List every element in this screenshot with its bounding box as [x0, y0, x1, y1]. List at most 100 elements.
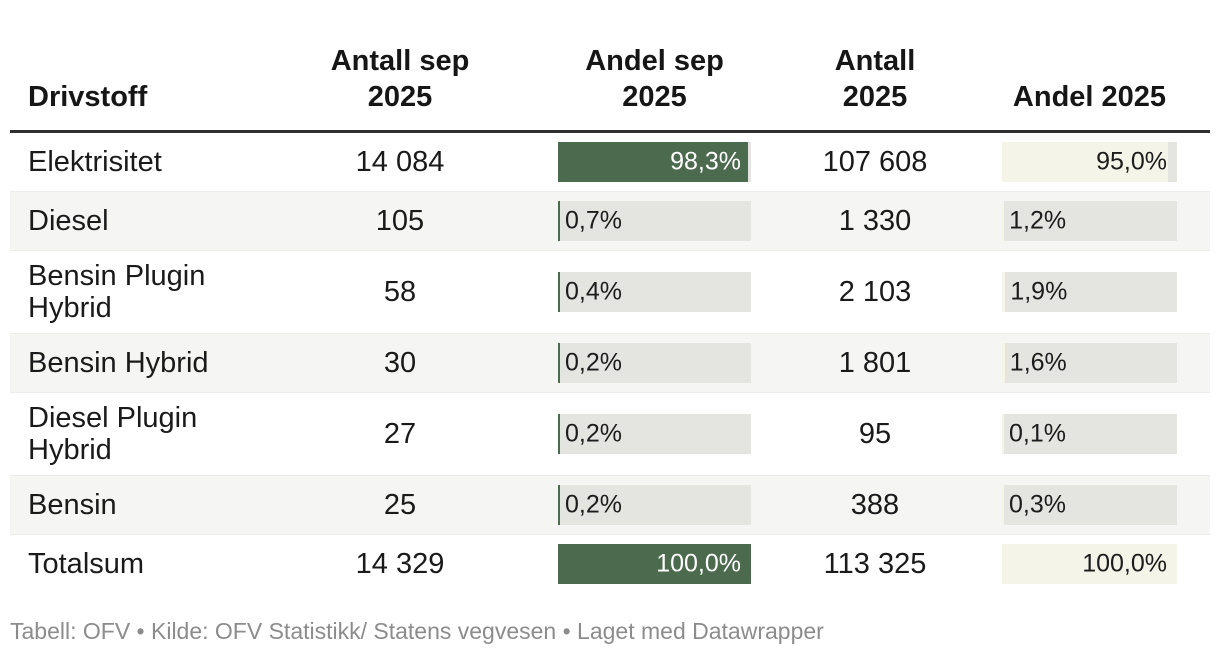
- count-2025-value: 2 103: [838, 275, 912, 308]
- bar-fill: [1002, 544, 1177, 584]
- bar-fill: [1002, 142, 1169, 182]
- share-bar-cell: 0,4%: [470, 272, 770, 312]
- bar-fill: [1002, 414, 1004, 454]
- share-bar-cell: 100,0%: [980, 544, 1210, 584]
- share-bar-cell: 1,2%: [980, 201, 1210, 241]
- bar-value-label: 0,1%: [1009, 419, 1066, 448]
- col-header-antall-sep-2025: Antall sep 2025: [330, 43, 470, 115]
- bar-track: 0,4%: [558, 272, 751, 312]
- count-2025-value: 107 608: [822, 145, 928, 178]
- bar-fill: [1002, 343, 1005, 383]
- bar-fill: [558, 201, 560, 241]
- bar-track: 100,0%: [558, 544, 751, 584]
- bar-value-label: 1,9%: [1010, 277, 1068, 306]
- table-row: Diesel 105 0,7% 1 330 1,2%: [10, 191, 1210, 250]
- table-row: Bensin Plugin Hybrid 58 0,4% 2 103 1,9%: [10, 250, 1210, 333]
- col-header-text: Andel sep: [585, 45, 724, 77]
- bar-track: 100,0%: [1002, 544, 1177, 584]
- bar-fill: [1002, 201, 1005, 241]
- bar-value-label: 100,0%: [656, 549, 741, 578]
- share-bar-cell: 1,9%: [980, 272, 1210, 312]
- col-header-text: Antall sep: [330, 45, 470, 77]
- share-bar-cell: 0,2%: [470, 343, 770, 383]
- table-row: Elektrisitet 14 084 98,3% 107 608 95,0%: [10, 133, 1210, 191]
- bar-track: 1,9%: [1002, 272, 1177, 312]
- count-2025-value: 1 330: [838, 204, 912, 237]
- bar-track: 1,2%: [1002, 201, 1177, 241]
- bar-fill: [558, 485, 560, 525]
- fuel-type-label: Bensin Hybrid: [28, 347, 209, 379]
- bar-track: 98,3%: [558, 142, 751, 182]
- bar-value-label: 95,0%: [1096, 147, 1167, 176]
- count-sep-2025-value: 25: [383, 488, 417, 521]
- bar-fill: [1002, 272, 1006, 312]
- share-bar-cell: 0,3%: [980, 485, 1210, 525]
- fuel-type-label: Bensin Plugin Hybrid: [28, 260, 206, 324]
- col-header-antall-2025: Antall 2025: [770, 43, 980, 115]
- share-bar-cell: 0,7%: [470, 201, 770, 241]
- col-header-text: 2025: [842, 81, 908, 113]
- col-header-andel-2025: Andel 2025: [980, 79, 1210, 115]
- bar-track: 0,2%: [558, 343, 751, 383]
- share-bar-cell: 100,0%: [470, 544, 770, 584]
- bar-fill: [558, 544, 751, 584]
- table-header-row: Drivstoff Antall sep 2025 Andel sep 2025…: [10, 30, 1210, 133]
- bar-fill: [558, 414, 560, 454]
- bar-fill: [558, 343, 560, 383]
- count-sep-2025-value: 58: [383, 275, 417, 308]
- bar-value-label: 1,6%: [1009, 348, 1067, 377]
- col-header-andel-sep-2025: Andel sep 2025: [470, 43, 770, 115]
- bar-track: 0,3%: [1002, 485, 1177, 525]
- col-header-text: Andel 2025: [1012, 81, 1167, 113]
- fuel-type-label: Bensin: [28, 489, 117, 521]
- share-bar-cell: 0,2%: [470, 485, 770, 525]
- share-bar-cell: 0,1%: [980, 414, 1210, 454]
- bar-track: 0,2%: [558, 414, 751, 454]
- bar-value-label: 0,7%: [565, 206, 622, 235]
- count-sep-2025-value: 105: [375, 204, 425, 237]
- fuel-type-label: Totalsum: [28, 548, 145, 580]
- table-row: Totalsum 14 329 100,0% 113 325 100,0%: [10, 534, 1210, 593]
- table-credit-line: Tabell: OFV • Kilde: OFV Statistikk/ Sta…: [10, 618, 824, 644]
- bar-track: 95,0%: [1002, 142, 1177, 182]
- bar-track: 0,1%: [1002, 414, 1177, 454]
- bar-value-label: 98,3%: [670, 147, 741, 176]
- count-sep-2025-value: 14 329: [355, 547, 445, 580]
- bar-value-label: 0,2%: [565, 490, 622, 519]
- share-bar-cell: 95,0%: [980, 142, 1210, 182]
- share-bar-cell: 0,2%: [470, 414, 770, 454]
- bar-value-label: 0,2%: [565, 419, 622, 448]
- table-body: Elektrisitet 14 084 98,3% 107 608 95,0% Diese…: [10, 133, 1210, 593]
- count-2025-value: 388: [850, 488, 900, 521]
- fuel-type-label: Diesel: [28, 205, 109, 237]
- bar-value-label: 0,4%: [565, 277, 622, 306]
- fuel-type-label: Elektrisitet: [28, 146, 162, 178]
- count-sep-2025-value: 14 084: [355, 145, 445, 178]
- col-header-text: 2025: [622, 81, 687, 113]
- share-bar-cell: 98,3%: [470, 142, 770, 182]
- count-sep-2025-value: 30: [383, 346, 417, 379]
- bar-value-label: 100,0%: [1082, 549, 1167, 578]
- bar-track: 0,2%: [558, 485, 751, 525]
- col-header-text: 2025: [367, 81, 433, 113]
- bar-fill: [558, 272, 560, 312]
- col-header-text: Antall: [834, 45, 916, 77]
- col-header-text: Drivstoff: [28, 81, 148, 113]
- fuel-type-table: Drivstoff Antall sep 2025 Andel sep 2025…: [10, 30, 1210, 593]
- col-header-drivstoff: Drivstoff: [10, 79, 330, 115]
- bar-value-label: 1,2%: [1009, 206, 1067, 235]
- fuel-type-label: Diesel Plugin Hybrid: [28, 402, 198, 466]
- count-2025-value: 1 801: [838, 346, 912, 379]
- bar-value-label: 0,2%: [565, 348, 622, 377]
- share-bar-cell: 1,6%: [980, 343, 1210, 383]
- bar-fill: [558, 142, 748, 182]
- bar-fill: [1002, 485, 1004, 525]
- count-2025-value: 95: [858, 417, 892, 450]
- count-2025-value: 113 325: [823, 547, 927, 580]
- bar-track: 1,6%: [1002, 343, 1177, 383]
- table-row: Bensin Hybrid 30 0,2% 1 801 1,6%: [10, 333, 1210, 392]
- table-row: Bensin 25 0,2% 388 0,3%: [10, 475, 1210, 534]
- table-row: Diesel Plugin Hybrid 27 0,2% 95 0,1%: [10, 392, 1210, 475]
- count-sep-2025-value: 27: [383, 417, 417, 450]
- bar-value-label: 0,3%: [1009, 490, 1066, 519]
